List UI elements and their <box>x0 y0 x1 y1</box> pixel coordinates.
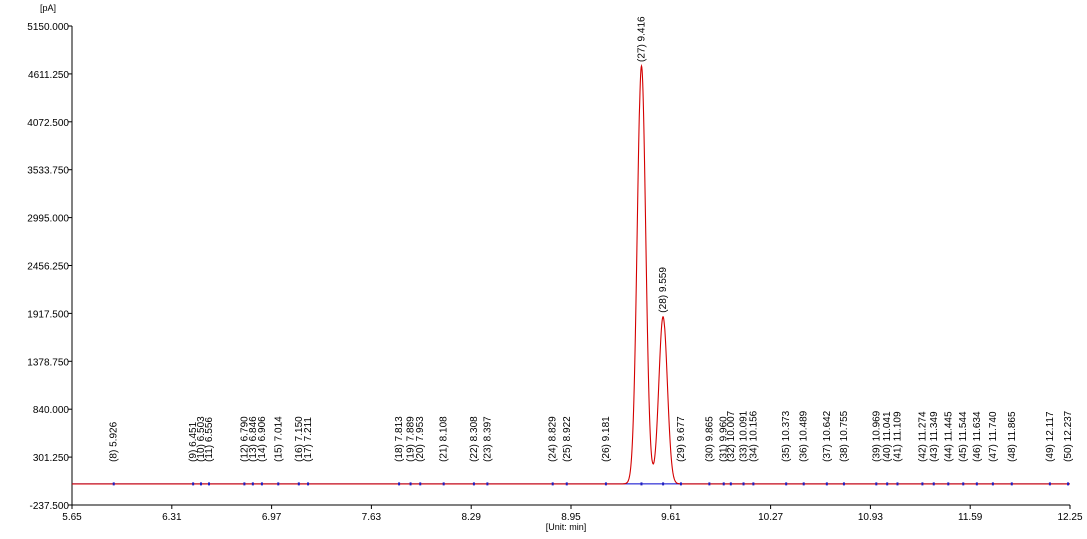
peak-label: (40) 11.041 <box>882 411 893 462</box>
peak-label: (45) 11.544 <box>958 411 969 462</box>
peak-label: (44) 11.445 <box>943 411 954 462</box>
peak-label: (50) 12.237 <box>1063 410 1074 462</box>
plot-axes <box>71 26 1070 506</box>
peak-label: (21) 8.108 <box>439 416 450 462</box>
x-tick-label: 11.59 <box>958 512 983 523</box>
y-tick-label: 2456.250 <box>27 262 69 273</box>
x-tick-label: 10.93 <box>858 512 883 523</box>
y-tick-label: 840.000 <box>33 405 70 416</box>
peak-label: (43) 11.349 <box>929 411 940 462</box>
y-tick-label: 301.250 <box>33 453 70 464</box>
peak-label: (35) 10.373 <box>781 410 792 462</box>
y-tick-label: 4072.500 <box>27 118 69 129</box>
peak-label: (38) 10.755 <box>839 410 850 462</box>
peak-label: (24) 8.829 <box>548 416 559 462</box>
peak-label: (41) 11.109 <box>893 411 904 462</box>
x-unit-label: [Unit: min] <box>546 522 587 532</box>
y-tick-label: 4611.250 <box>28 70 69 81</box>
y-tick-label: 1917.500 <box>27 309 69 320</box>
peak-label: (30) 9.865 <box>704 416 715 462</box>
y-tick-label: 1378.750 <box>27 357 69 368</box>
trace-line <box>72 63 1070 485</box>
peak-label: (29) 9.677 <box>676 416 687 462</box>
peak-label: (10) 6.503 <box>196 416 207 462</box>
peak-label: (17) 7.211 <box>303 417 314 462</box>
peak-label: (16) 7.150 <box>294 416 305 462</box>
x-tick-label: 8.95 <box>561 512 581 523</box>
y-tick-label: 5150.000 <box>27 22 69 33</box>
y-tick-label: -237.500 <box>30 501 70 512</box>
peak-label: (36) 10.489 <box>799 410 810 462</box>
y-tick-label: 3533.750 <box>27 166 69 177</box>
x-axis-ticks: 5.65 6.31 6.97 7.63 8.29 8.95 9.61 10.27 10.93 11… <box>62 505 1083 523</box>
peak-label: (47) 11.740 <box>988 411 999 462</box>
peak-label: (9) 6.451 <box>188 421 199 461</box>
peak-label: (8) 5.926 <box>109 421 120 461</box>
y-axis-ticks: -237.500 301.250 840.000 1378.750 1917.500 24… <box>27 22 72 512</box>
signal-trace <box>72 63 1070 485</box>
x-tick-label: 10.27 <box>758 512 783 523</box>
peak-label: (18) 7.813 <box>394 416 405 462</box>
peak-label: (34) 10.156 <box>748 410 759 462</box>
peak-label: (11) 6.556 <box>204 417 215 462</box>
peak-label: (31) 9.960 <box>719 416 730 462</box>
x-tick-label: 6.97 <box>262 512 282 523</box>
x-tick-label: 5.65 <box>62 512 82 523</box>
peak-label: (49) 12.117 <box>1045 411 1056 462</box>
x-tick-label: 6.31 <box>162 512 182 523</box>
peak-label: (14) 6.906 <box>257 416 268 462</box>
peak-label: (32) 10.007 <box>726 410 737 462</box>
peak-label: (13) 6.846 <box>248 416 259 462</box>
peak-label: (28) 9.559 <box>658 267 669 313</box>
peak-labels: (8) 5.926 (9) 6.451(10) 6.503(11) 6.556 (1… <box>109 16 1074 486</box>
y-tick-label: 2995.000 <box>27 214 69 225</box>
x-tick-label: 7.63 <box>362 512 382 523</box>
peak-label: (22) 8.308 <box>469 416 480 462</box>
peak-label: (19) 7.889 <box>406 416 417 462</box>
peak-label: (26) 9.181 <box>601 416 612 462</box>
x-tick-label: 9.61 <box>661 512 681 523</box>
peak-label: (27) 9.416 <box>637 16 648 62</box>
peak-label: (42) 11.274 <box>917 411 928 462</box>
x-tick-label: 12.25 <box>1057 512 1082 523</box>
peak-label: (48) 11.865 <box>1007 411 1018 462</box>
peak-label: (46) 11.634 <box>972 411 983 462</box>
y-unit-label: [pA] <box>40 3 56 13</box>
peak-label: (23) 8.397 <box>482 416 493 462</box>
peak-label: (37) 10.642 <box>822 410 833 462</box>
peak-label: (12) 6.790 <box>239 416 250 462</box>
peak-label: (39) 10.969 <box>871 410 882 462</box>
peak-label: (15) 7.014 <box>273 416 284 462</box>
x-tick-label: 8.29 <box>461 512 481 523</box>
peak-label: (25) 8.922 <box>562 416 573 462</box>
peak-label: (33) 10.091 <box>739 410 750 462</box>
peak-label: (20) 7.953 <box>415 416 426 462</box>
